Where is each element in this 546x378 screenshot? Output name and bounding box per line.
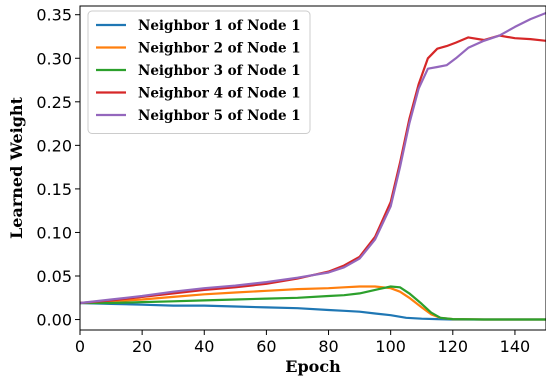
legend-box	[87, 10, 311, 134]
x-axis-label: Epoch	[285, 357, 341, 376]
legend: Neighbor 1 of Node 1 Neighbor 2 of Node 1…	[87, 10, 311, 134]
y-tick-label: 0.30	[36, 49, 72, 68]
y-tick-label: 0.35	[36, 6, 72, 25]
y-tick-label: 0.15	[36, 180, 72, 199]
x-tick-label: 60	[256, 337, 276, 356]
series-line-3	[80, 285, 546, 321]
legend-label: Neighbor 1 of Node 1	[138, 18, 301, 34]
x-tick-label: 140	[500, 337, 531, 356]
y-tick-label: 0.05	[36, 267, 72, 286]
plot-lines	[79, 11, 546, 321]
y-tick-label: 0.25	[36, 93, 72, 112]
x-tick-label: 40	[194, 337, 214, 356]
legend-label: Neighbor 4 of Node 1	[138, 86, 301, 102]
y-axis-label: Learned Weight	[7, 96, 26, 239]
series-line-2	[79, 285, 546, 321]
legend-label: Neighbor 2 of Node 1	[138, 41, 301, 57]
y-axis: 0.00 0.05 0.10 0.15 0.20 0.25 0.30 0.35	[36, 6, 80, 330]
series-line-1	[79, 301, 546, 321]
series-line-5	[79, 11, 546, 305]
x-tick-label: 80	[318, 337, 338, 356]
x-tick-label: 0	[75, 337, 85, 356]
legend-label: Neighbor 3 of Node 1	[138, 63, 301, 79]
x-axis: 0 20 40 60 80 100 120 140	[75, 330, 530, 356]
y-tick-label: 0.20	[36, 136, 72, 155]
legend-label: Neighbor 5 of Node 1	[138, 108, 301, 124]
x-tick-label: 20	[132, 337, 152, 356]
y-tick-label: 0.10	[36, 223, 72, 242]
plot-frame	[79, 5, 546, 331]
y-tick-label: 0.00	[36, 311, 72, 330]
x-tick-label: 100	[375, 337, 406, 356]
x-tick-label: 120	[438, 337, 469, 356]
